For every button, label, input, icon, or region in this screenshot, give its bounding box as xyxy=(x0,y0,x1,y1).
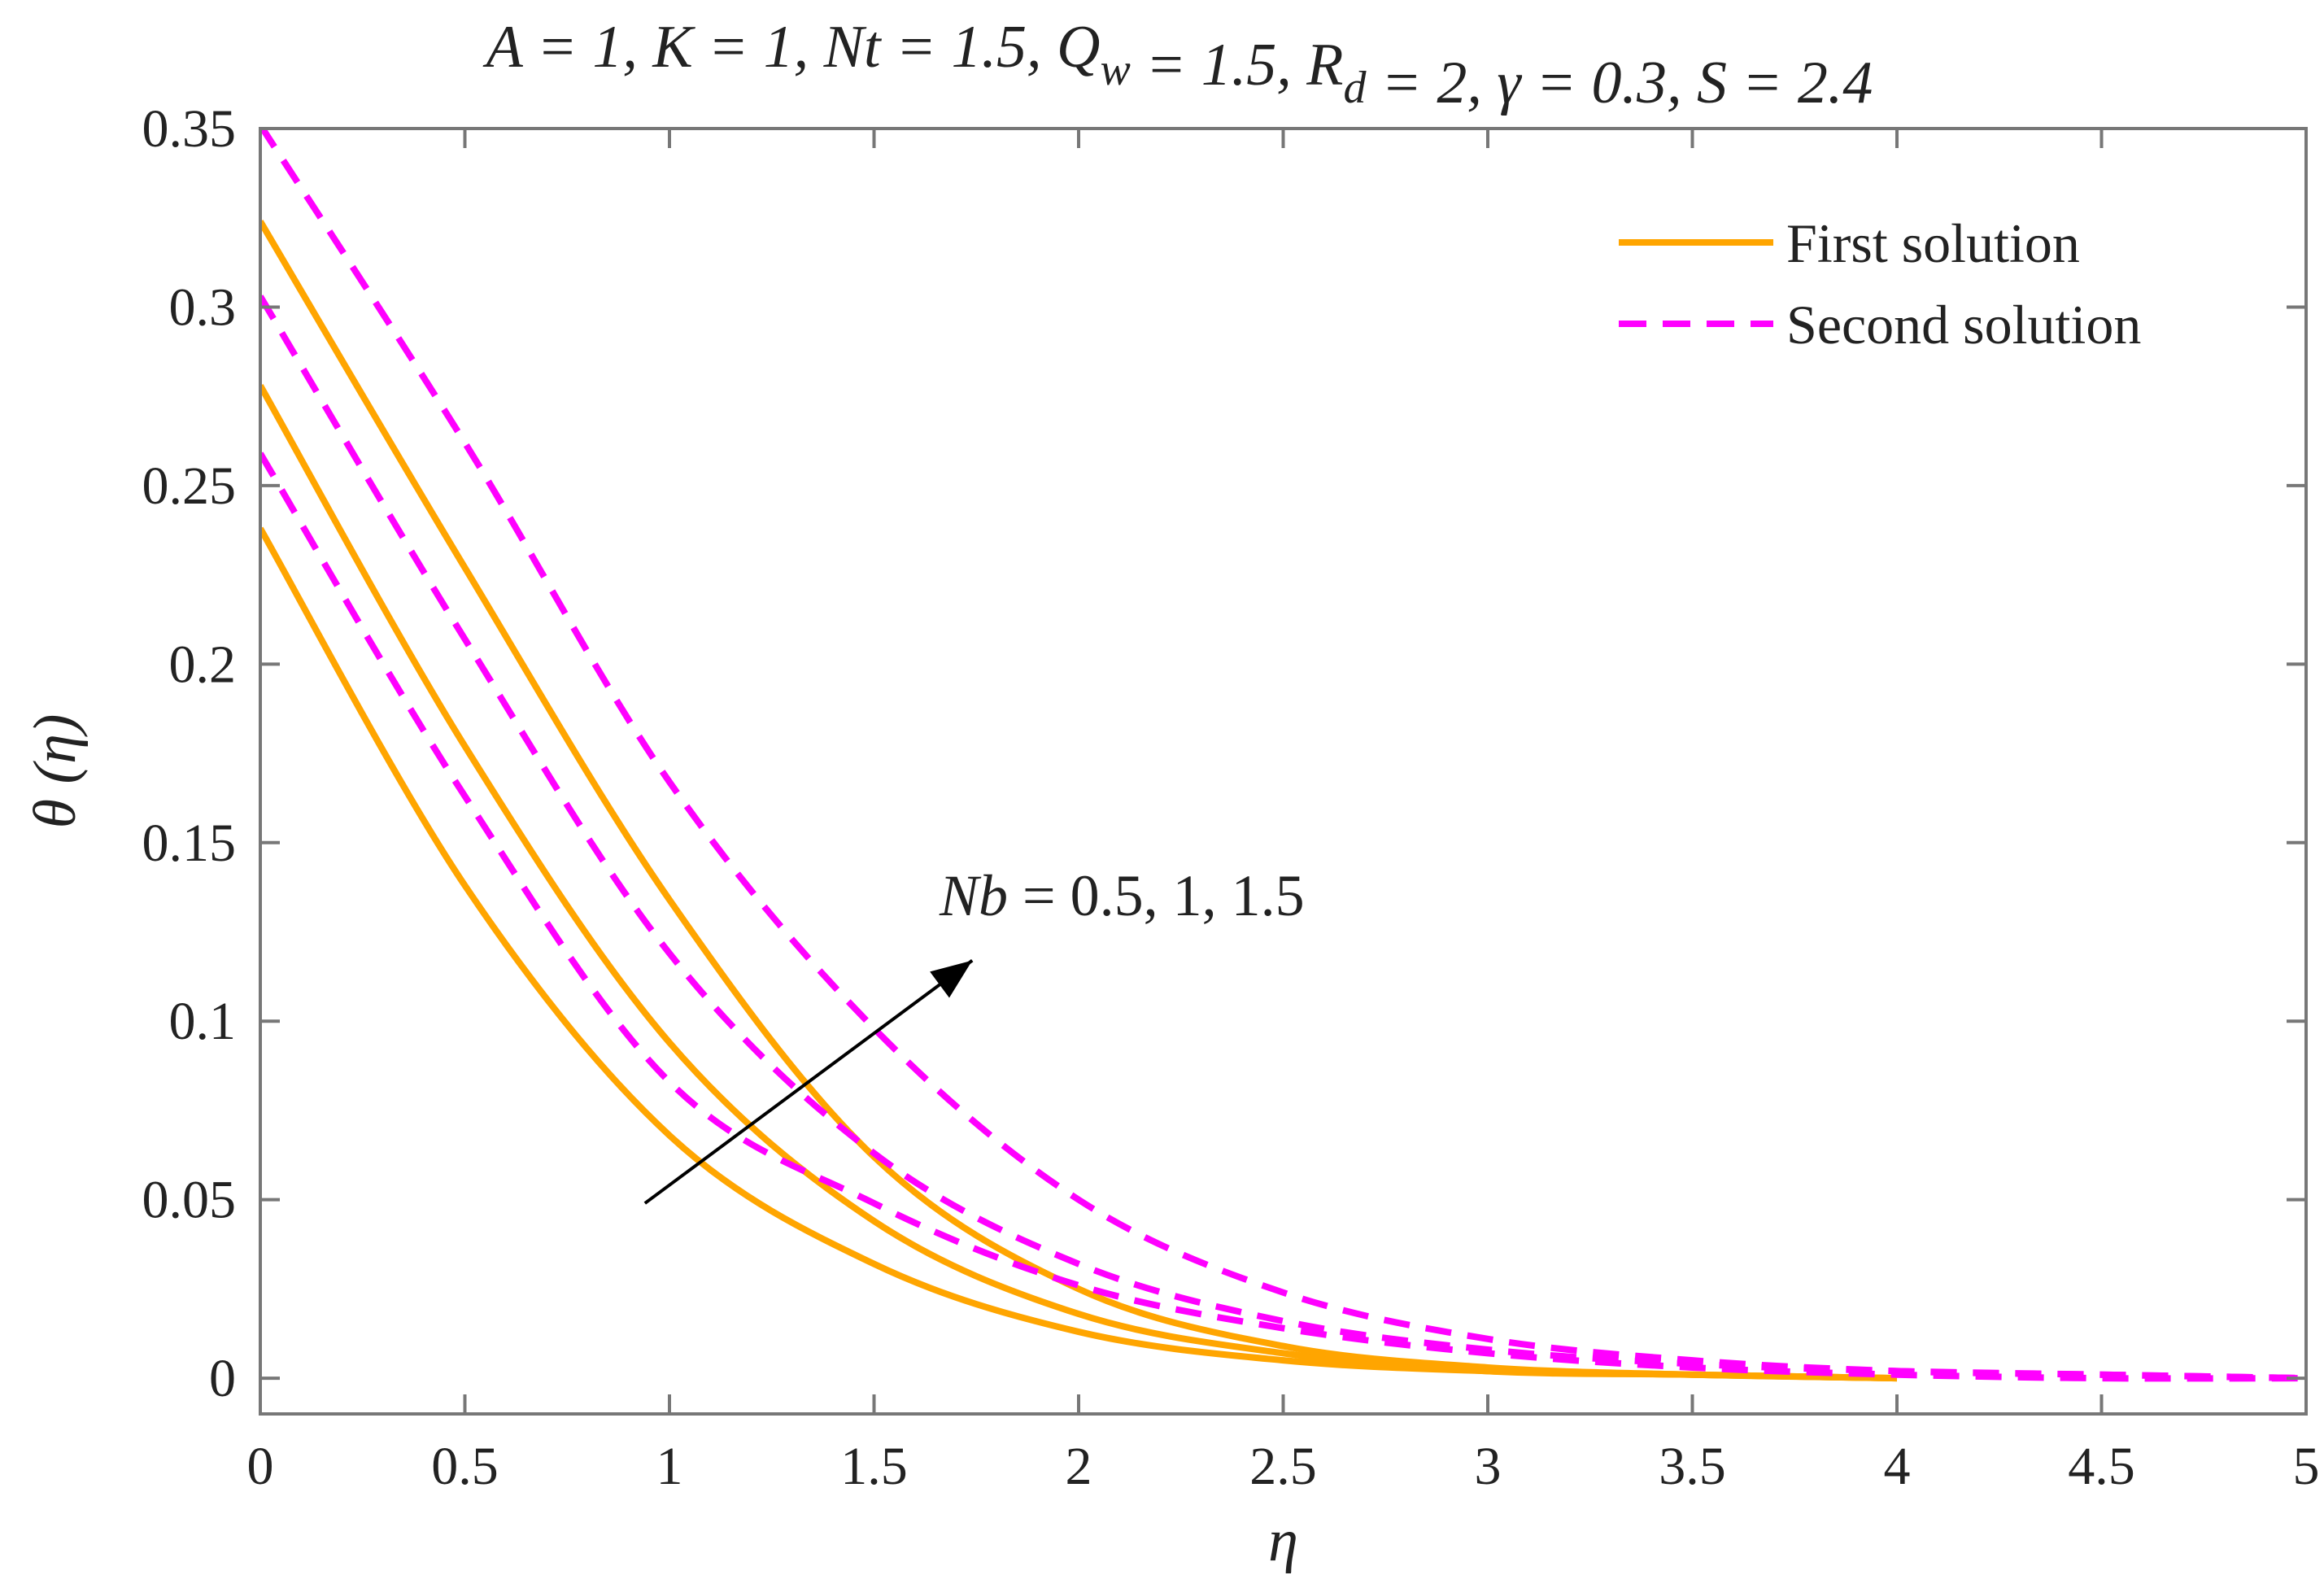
second-solution-line-3 xyxy=(260,129,2306,1382)
nb-annotation: Nb = 0.5, 1, 1.5 xyxy=(939,863,1305,928)
x-tick-label: 2 xyxy=(1066,1437,1092,1496)
x-axis-label: η xyxy=(1268,1507,1298,1574)
annotation-arrow-line xyxy=(643,959,974,1205)
legend-label-1: First solution xyxy=(1786,212,2080,274)
x-tick-label: 1.5 xyxy=(840,1437,908,1496)
annotation-arrow-head xyxy=(930,960,973,998)
second-solution-line-2 xyxy=(260,294,2306,1382)
y-tick-label: 0.35 xyxy=(142,99,237,159)
x-tick-label: 3.5 xyxy=(1659,1437,1726,1496)
y-tick-label: 0.25 xyxy=(142,456,237,516)
y-tick-label: 0.05 xyxy=(142,1171,237,1230)
first-solution-line-3 xyxy=(260,220,1898,1382)
x-tick-label: 1 xyxy=(656,1437,683,1496)
x-tick-label: 0.5 xyxy=(431,1437,499,1496)
x-tick-label: 4.5 xyxy=(2068,1437,2135,1496)
y-tick-label: 0.15 xyxy=(142,814,237,873)
y-tick-label: 0.3 xyxy=(169,277,237,337)
second-solution-line-1 xyxy=(260,452,2306,1382)
x-tick-label: 3 xyxy=(1475,1437,1502,1496)
x-tick-label: 5 xyxy=(2293,1437,2320,1496)
chart-title: A = 1, K = 1, Nt = 1.5, Qw = 1.5, Rd = 2… xyxy=(482,14,1873,116)
y-tick-label: 0 xyxy=(209,1349,236,1408)
x-tick-label: 0 xyxy=(247,1437,274,1496)
y-tick-label: 0.2 xyxy=(169,635,237,694)
x-tick-label: 2.5 xyxy=(1249,1437,1317,1496)
legend-label-2: Second solution xyxy=(1786,294,2141,356)
y-axis-label: θ (η) xyxy=(22,714,89,829)
y-tick-label: 0.1 xyxy=(169,992,237,1051)
x-tick-label: 4 xyxy=(1884,1437,1911,1496)
